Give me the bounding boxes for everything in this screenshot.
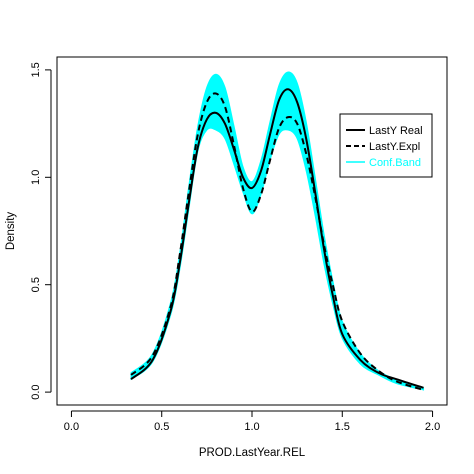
x-axis-title: PROD.LastYear.REL (199, 447, 306, 459)
x-tick-label: 1.5 (335, 421, 350, 433)
y-tick-label: 1.0 (30, 170, 42, 185)
confidence-band-layer (130, 71, 425, 391)
legend-band-label: Conf.Band (369, 157, 421, 169)
x-tick-label: 1.0 (244, 421, 259, 433)
legend-expl-label: LastY.Expl (369, 141, 420, 153)
x-tick-label: 0.5 (154, 421, 169, 433)
x-tick-label: 0.0 (64, 421, 79, 433)
y-tick-label: 1.5 (30, 62, 42, 77)
x-axis: 0.0 0.5 1.0 1.5 2.0 (64, 410, 440, 433)
y-axis-title: Density (5, 212, 17, 251)
series-lasty-real-line (130, 88, 424, 389)
legend-real-label: LastY Real (369, 125, 423, 137)
series-conf-band (130, 71, 425, 391)
x-tick-label: 2.0 (425, 421, 440, 433)
y-tick-label: 0.5 (30, 277, 42, 292)
y-tick-label: 0.0 (30, 384, 42, 399)
series-lasty-expl-line (130, 92, 424, 391)
y-axis: 0.0 0.5 1.0 1.5 (30, 62, 52, 400)
plot-frame (56, 56, 448, 406)
legend: LastY Real LastY.Expl Conf.Band (339, 113, 433, 178)
series-lines-layer (130, 88, 424, 391)
